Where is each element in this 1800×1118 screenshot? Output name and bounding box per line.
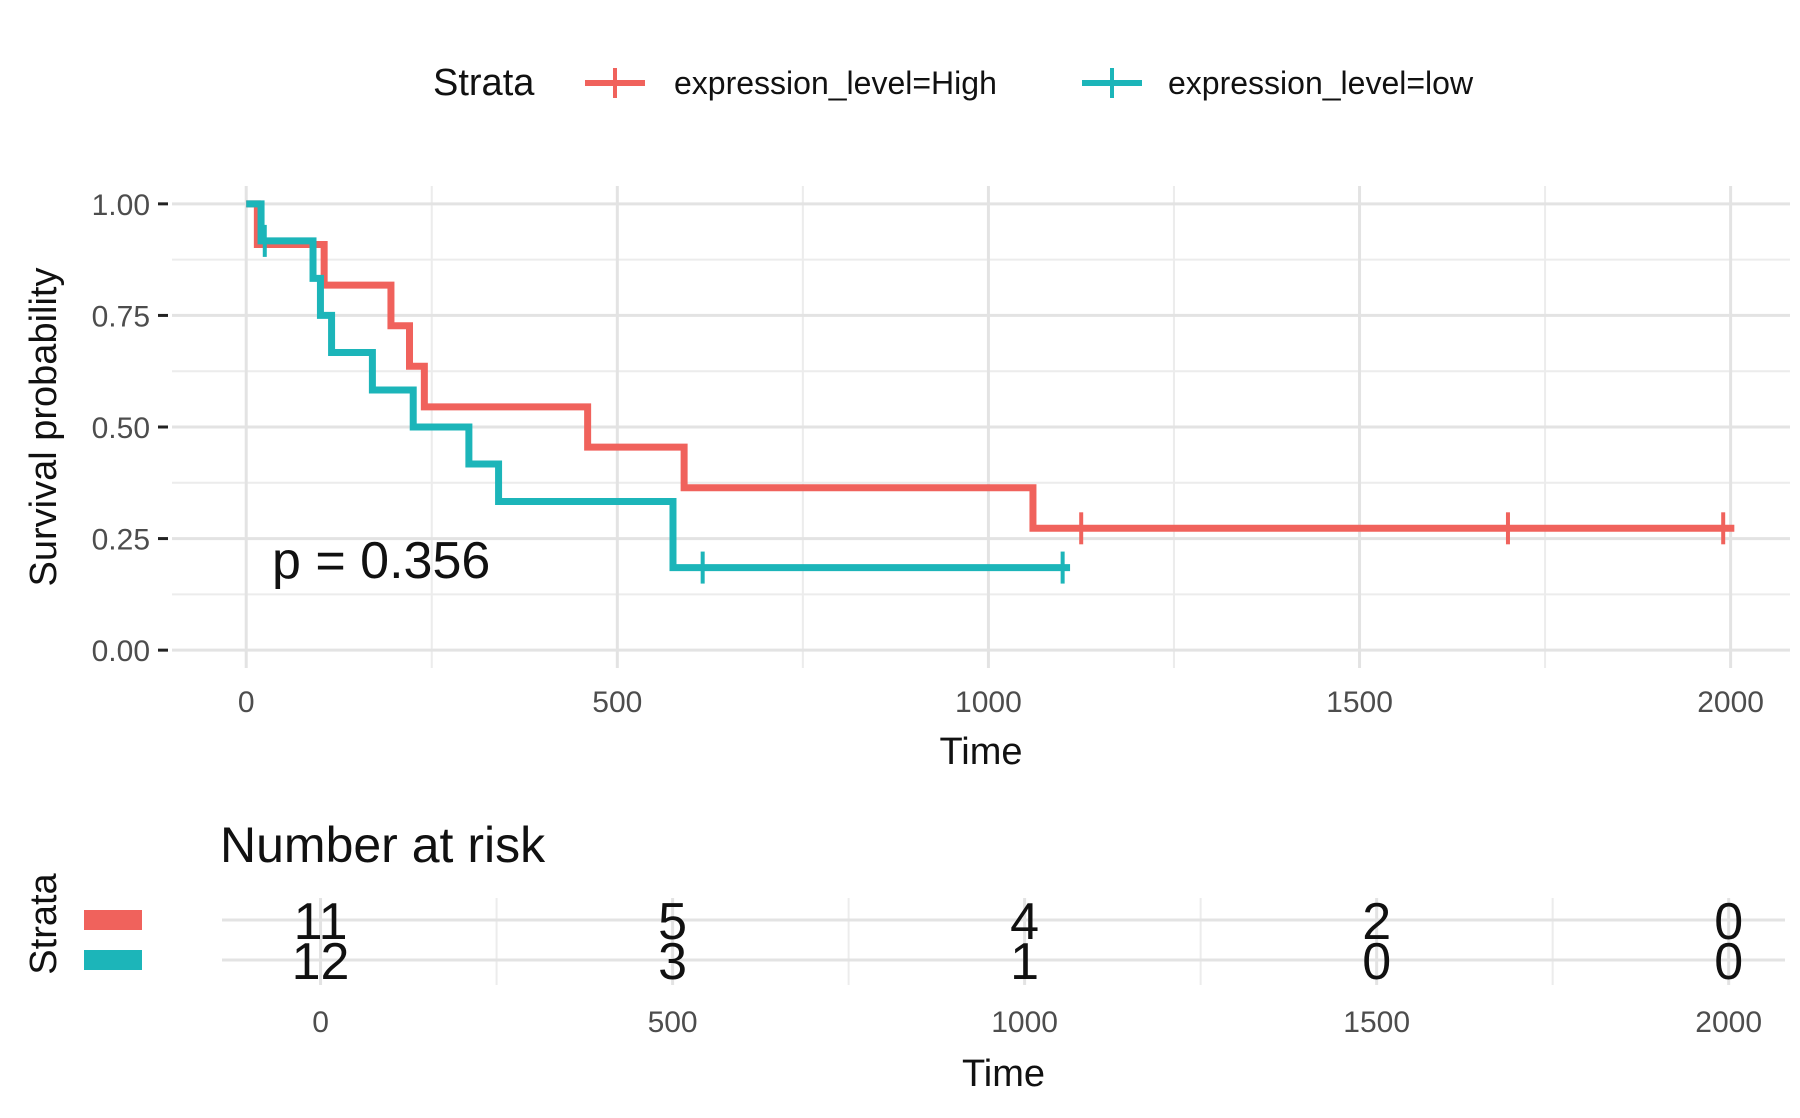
legend-label: expression_level=low [1168, 65, 1474, 101]
risk-x-tick-label: 0 [312, 1006, 329, 1039]
risk-count: 2 [1362, 893, 1391, 951]
y-tick-label: 0.75 [92, 300, 150, 333]
risk-count: 1 [1010, 933, 1039, 991]
series-1 [246, 200, 1071, 584]
x-tick-label: 0 [238, 686, 255, 719]
y-tick-label: 0.50 [92, 412, 150, 445]
risk-count: 4 [1010, 893, 1039, 951]
risk-count: 0 [1714, 893, 1743, 951]
x-tick-label: 2000 [1697, 686, 1764, 719]
grid [172, 186, 1790, 668]
legend: Strata expression_level=High expression_le… [433, 62, 1474, 104]
risk-x-tick-label: 1500 [1343, 1006, 1410, 1039]
risk-table-title: Number at risk [220, 817, 546, 873]
y-axis: 0.00 0.25 0.50 0.75 1.00 Survival probability [23, 189, 168, 668]
risk-grid [222, 898, 1785, 985]
series-0 [246, 200, 1735, 545]
risk-row-key [84, 950, 142, 970]
risk-row-0: 11 5 4 2 0 [84, 893, 1743, 951]
risk-x-tick-label: 500 [648, 1006, 698, 1039]
risk-x-tick-label: 1000 [991, 1006, 1058, 1039]
p-value-annotation: p = 0.356 [272, 532, 490, 590]
survival-curve [246, 200, 1735, 532]
risk-x-tick-label: 2000 [1695, 1006, 1762, 1039]
survival-plot: 0.00 0.25 0.50 0.75 1.00 Survival probability… [23, 186, 1790, 773]
x-tick-label: 1500 [1326, 686, 1393, 719]
risk-count: 11 [294, 893, 348, 951]
x-axis: 0 500 1000 1500 2000 Time [238, 686, 1764, 773]
legend-title: Strata [433, 62, 535, 104]
risk-count: 5 [658, 893, 687, 951]
risk-count: 0 [1362, 933, 1391, 991]
risk-count: 0 [1714, 933, 1743, 991]
risk-count: 12 [292, 933, 350, 991]
y-axis-title: Survival probability [23, 268, 65, 587]
y-tick-label: 0.25 [92, 524, 150, 557]
x-tick-label: 1000 [955, 686, 1022, 719]
risk-x-axis-title: Time [962, 1053, 1045, 1095]
x-tick-label: 500 [592, 686, 642, 719]
legend-entry-0: expression_level=High [585, 65, 997, 101]
legend-label: expression_level=High [674, 65, 997, 101]
x-axis-title: Time [939, 731, 1022, 773]
risk-y-axis-title: Strata [23, 872, 65, 974]
risk-count: 3 [658, 933, 687, 991]
risk-row-1: 12 3 1 0 0 [84, 933, 1743, 991]
y-tick-label: 1.00 [92, 189, 150, 222]
legend-entry-1: expression_level=low [1082, 65, 1474, 101]
y-tick-label: 0.00 [92, 635, 150, 668]
risk-row-key [84, 910, 142, 930]
survival-curve [246, 200, 1071, 572]
